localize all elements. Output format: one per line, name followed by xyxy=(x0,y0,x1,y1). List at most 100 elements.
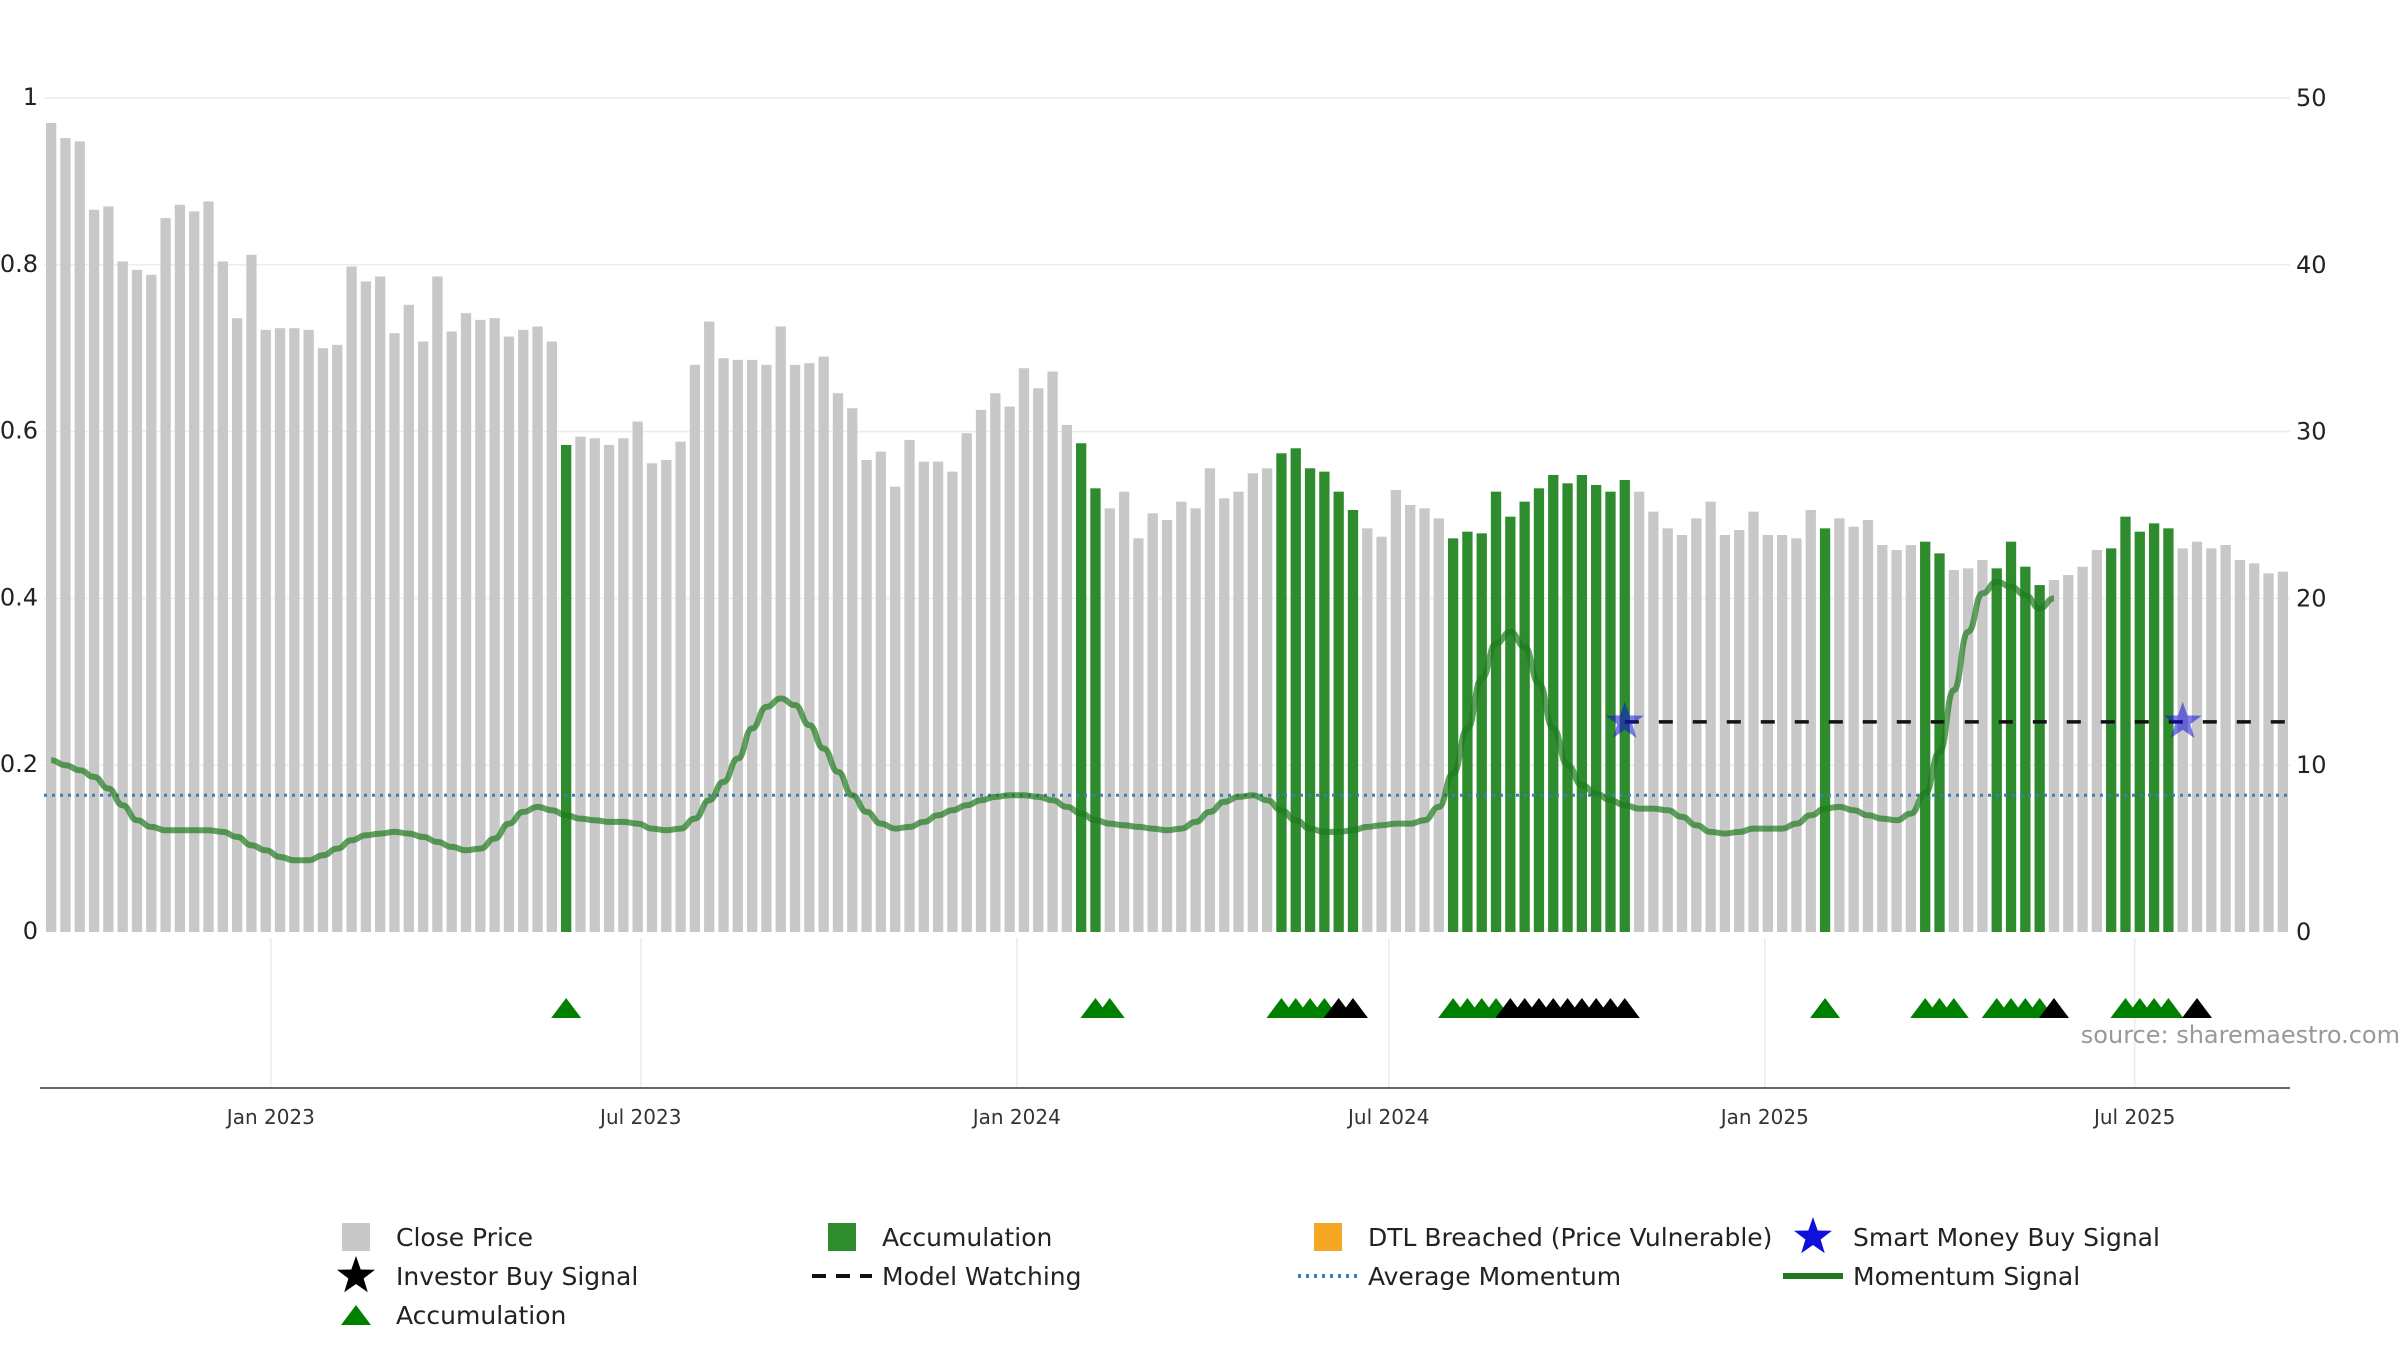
close-price-bar xyxy=(689,364,701,932)
close-price-bar xyxy=(746,359,758,933)
close-price-bar xyxy=(1862,520,1874,932)
close-price-bar xyxy=(675,441,686,932)
legend-label: DTL Breached (Price Vulnerable) xyxy=(1368,1223,1772,1252)
legend-item-average-momentum: Average Momentum xyxy=(1298,1262,1621,1291)
close-price-bar xyxy=(1247,473,1258,932)
accumulation-bar xyxy=(1319,471,1330,932)
accumulation-triangle xyxy=(1094,998,1125,1018)
close-price-bar xyxy=(1004,406,1015,933)
close-price-bar xyxy=(818,356,829,932)
close-price-bar xyxy=(1161,520,1173,932)
close-price-bar xyxy=(1147,513,1158,932)
accumulation-bar xyxy=(561,444,572,932)
close-price-bar xyxy=(1061,424,1073,932)
accumulation-bar xyxy=(2134,531,2145,932)
close-price-bar xyxy=(1734,530,1745,932)
investor-buy-triangle xyxy=(2182,998,2213,1018)
close-price-bar xyxy=(1176,501,1187,932)
close-price-bar xyxy=(1691,518,1702,932)
left-y-tick-label: 0.2 xyxy=(0,750,38,778)
left-y-tick-label: 0.6 xyxy=(0,417,38,445)
legend-item-accumulation-bar: Accumulation xyxy=(828,1223,1052,1252)
close-price-bar xyxy=(2048,580,2060,932)
close-price-bar xyxy=(1762,535,1773,932)
accumulation-bar xyxy=(1591,484,1602,932)
right-y-tick-label: 40 xyxy=(2296,251,2327,279)
legend-label: Accumulation xyxy=(396,1301,566,1330)
legend-swatch xyxy=(342,1223,370,1251)
legend-item-model-watching: Model Watching xyxy=(812,1262,1082,1291)
close-price-bar xyxy=(217,261,228,932)
close-price-bar xyxy=(1047,371,1058,932)
close-price-bar xyxy=(804,363,815,932)
x-tick-label: Jan 2025 xyxy=(1719,1105,1809,1129)
close-price-bar xyxy=(432,276,443,932)
accumulation-triangle xyxy=(1810,998,1841,1018)
accumulation-bar xyxy=(1276,453,1287,932)
accumulation-bar xyxy=(2005,541,2017,932)
close-price-bar xyxy=(1891,550,1902,932)
legend-swatch xyxy=(828,1223,856,1251)
legend-item-accumulation-marker: Accumulation xyxy=(341,1301,566,1330)
close-price-bar xyxy=(1204,468,1216,932)
close-price-bar xyxy=(890,486,901,932)
accumulation-bar xyxy=(1347,509,1359,932)
close-price-bar xyxy=(1233,491,1244,932)
accumulation-bar xyxy=(1076,443,1087,932)
close-price-bars xyxy=(46,123,2288,933)
x-tick-label: Jan 2024 xyxy=(971,1105,1061,1129)
right-y-tick-label: 10 xyxy=(2296,751,2327,779)
close-price-bar xyxy=(1376,536,1387,932)
legend-triangle-icon xyxy=(341,1305,371,1325)
close-price-bar xyxy=(503,336,515,932)
accumulation-bar xyxy=(1290,448,1301,932)
close-price-bar xyxy=(1133,538,1144,932)
close-price-bar xyxy=(789,364,801,932)
close-price-bar xyxy=(160,218,171,932)
close-price-bar xyxy=(1018,368,1030,932)
close-price-bar xyxy=(718,358,729,932)
close-price-bar xyxy=(575,436,586,932)
close-price-bar xyxy=(375,276,386,932)
legend-label: Model Watching xyxy=(882,1262,1082,1291)
close-price-bar xyxy=(475,319,486,932)
accumulation-bar xyxy=(1920,541,1931,932)
legend-label: Smart Money Buy Signal xyxy=(1853,1223,2160,1252)
close-price-bar xyxy=(1848,526,1859,932)
close-price-bar xyxy=(1748,511,1759,932)
close-price-bar xyxy=(1719,535,1731,932)
close-price-bar xyxy=(1877,545,1888,932)
close-price-bar xyxy=(704,321,715,933)
close-price-bar xyxy=(904,439,915,932)
accumulation-bar xyxy=(1333,491,1344,932)
close-price-bar xyxy=(317,348,329,932)
accumulation-bar xyxy=(1562,483,1573,932)
legend-item-investor-buy: Investor Buy Signal xyxy=(337,1256,638,1293)
close-price-bar xyxy=(1662,528,1673,932)
close-price-bar xyxy=(446,331,457,932)
close-price-bar xyxy=(203,201,214,932)
accumulation-bar xyxy=(2148,523,2160,932)
close-price-bar xyxy=(618,438,629,932)
close-price-bar xyxy=(1390,489,1402,932)
legend-star-icon xyxy=(1794,1217,1832,1254)
close-price-bar xyxy=(732,359,743,933)
left-y-tick-label: 0 xyxy=(23,917,38,945)
close-price-bar xyxy=(1261,468,1273,932)
close-price-bar xyxy=(646,463,658,932)
close-price-bar xyxy=(2263,573,2274,932)
legend-item-momentum-signal: Momentum Signal xyxy=(1783,1262,2080,1291)
close-price-bar xyxy=(1676,535,1688,932)
accumulation-bar xyxy=(1548,474,1559,932)
close-price-bar xyxy=(1190,508,1201,932)
smart-money-buy-star xyxy=(2163,701,2202,738)
close-price-bar xyxy=(2191,541,2203,932)
close-price-bar xyxy=(2091,550,2103,932)
close-price-bar xyxy=(546,341,558,932)
left-y-tick-label: 0.8 xyxy=(0,250,38,278)
close-price-bar xyxy=(2077,566,2088,932)
right-y-tick-label: 50 xyxy=(2296,84,2327,112)
investor-buy-triangle xyxy=(1337,998,1368,1018)
accumulation-triangle xyxy=(2153,998,2184,1018)
